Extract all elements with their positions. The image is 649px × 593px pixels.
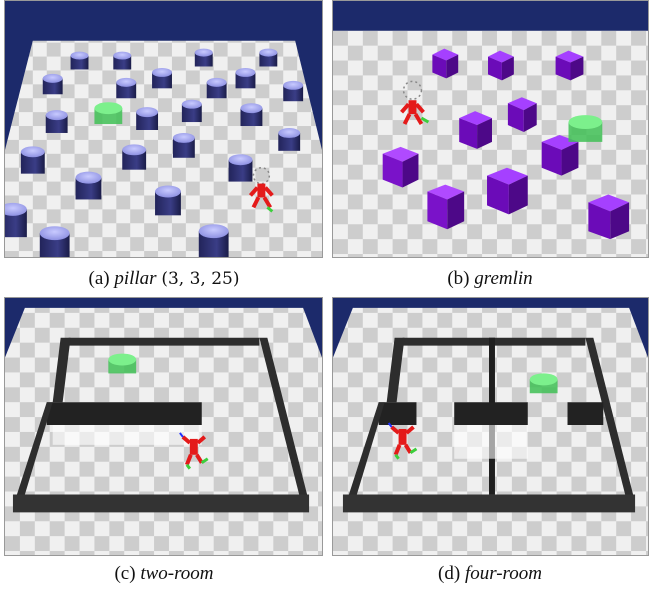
caption-letter: (d)	[438, 563, 461, 584]
agent	[400, 80, 430, 126]
agent	[387, 422, 418, 460]
caption-letter: (b)	[447, 268, 470, 289]
four-room-environment-render	[332, 297, 649, 556]
goal-marker	[108, 353, 137, 374]
walls	[342, 337, 636, 513]
gremlin-cubes	[382, 48, 630, 240]
floor-highlight	[52, 425, 202, 445]
pillar-environment-render	[4, 0, 323, 258]
pillar-cylinders	[5, 48, 304, 257]
goal-marker	[568, 115, 603, 142]
goal-marker	[94, 102, 123, 125]
agent	[248, 166, 274, 213]
caption-name: four-room	[464, 563, 542, 584]
caption-params: (3, 3, 25)	[161, 269, 240, 289]
walls	[12, 337, 310, 513]
caption-letter: (c)	[114, 563, 136, 584]
caption-name: two-room	[140, 563, 214, 584]
caption-a: (a) pillar (3, 3, 25)	[4, 268, 324, 290]
floor-highlight	[454, 425, 528, 459]
agent	[179, 432, 209, 470]
gremlin-environment-render	[332, 0, 649, 258]
caption-d: (d) four-room	[330, 563, 649, 585]
caption-name: gremlin	[474, 268, 533, 289]
caption-c: (c) two-room	[4, 563, 324, 585]
two-room-environment-render	[4, 297, 323, 556]
floor	[333, 30, 648, 257]
goal-marker	[529, 373, 558, 394]
caption-b: (b) gremlin	[330, 268, 649, 290]
caption-letter: (a)	[88, 268, 110, 289]
floor	[5, 40, 322, 257]
caption-name: pillar	[114, 268, 157, 289]
